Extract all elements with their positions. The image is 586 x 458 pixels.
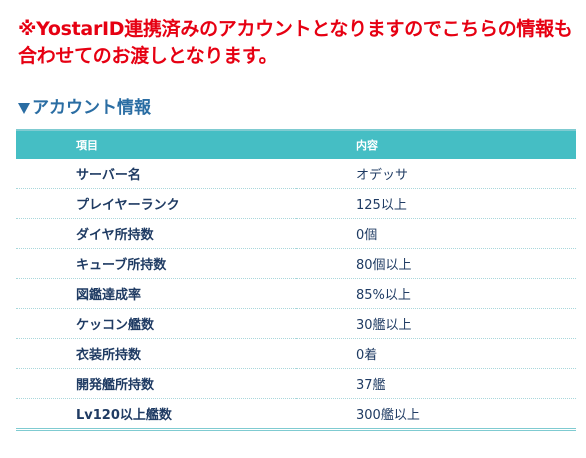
row-item-value: 30艦以上 [296,308,576,339]
row-item-value: 85%以上 [296,278,576,309]
section-heading-label: アカウント情報 [32,98,151,118]
row-item-label: プレイヤーランク [16,188,296,219]
triangle-down-icon [18,103,30,114]
account-info-table: 項目 内容 サーバー名 オデッサ プレイヤーランク 125以上 ダイヤ所持数 0… [16,129,576,431]
table-row: サーバー名 オデッサ [16,159,576,189]
row-item-label: ダイヤ所持数 [16,218,296,249]
table-row: ケッコン艦数 30艦以上 [16,308,576,339]
table-row: ダイヤ所持数 0個 [16,218,576,249]
row-item-label: ケッコン艦数 [16,308,296,339]
table-header-row: 項目 内容 [16,130,576,159]
row-item-value: 0個 [296,218,576,249]
row-item-value: オデッサ [296,159,576,189]
row-item-label: キューブ所持数 [16,248,296,279]
table-row: プレイヤーランク 125以上 [16,188,576,219]
table-row: 衣装所持数 0着 [16,338,576,369]
row-item-label: 衣装所持数 [16,338,296,369]
row-item-label: 図鑑達成率 [16,278,296,309]
row-item-value: 125以上 [296,188,576,219]
table-row: 図鑑達成率 85%以上 [16,278,576,309]
row-item-label: サーバー名 [16,159,296,189]
row-item-value: 0着 [296,338,576,369]
table-row: Lv120以上艦数 300艦以上 [16,399,576,430]
row-item-label: Lv120以上艦数 [76,408,172,423]
table-row: 開発艦所持数 37艦 [16,368,576,399]
column-header-value: 内容 [296,130,576,159]
row-item-value: 300艦以上 [356,408,420,423]
row-item-value: 80個以上 [296,248,576,279]
section-heading: アカウント情報 [18,97,151,119]
row-item-label: 開発艦所持数 [16,368,296,399]
row-item-value: 37艦 [296,368,576,399]
column-header-item: 項目 [16,130,296,159]
notice-text: ※YostarID連携済みのアカウントとなりますのでこちらの情報も合わせてのお渡… [18,18,573,67]
table-row: キューブ所持数 80個以上 [16,248,576,279]
